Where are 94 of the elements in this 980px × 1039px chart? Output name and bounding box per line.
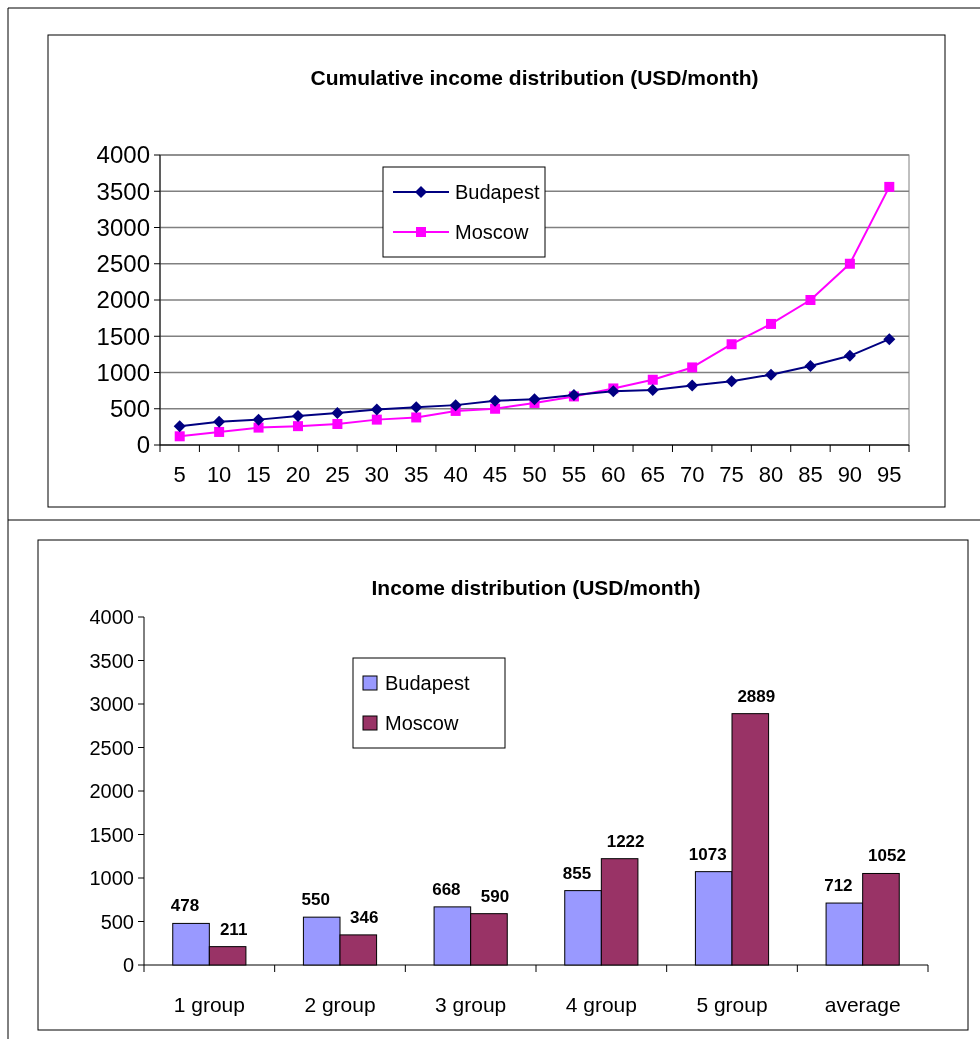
y-tick-label: 4000 [89, 606, 134, 628]
point [686, 379, 699, 392]
y-tick-label: 1000 [89, 867, 134, 889]
point [489, 394, 502, 407]
x-tick-label: average [824, 993, 901, 1016]
x-tick-label: 15 [246, 462, 271, 487]
point [884, 181, 895, 192]
y-tick-label: 500 [100, 910, 134, 933]
data-label: 668 [432, 879, 461, 899]
x-tick-label: 45 [482, 462, 508, 487]
y-tick-label: 1500 [89, 823, 134, 846]
x-tick-label: 55 [561, 462, 587, 487]
data-label: 1222 [606, 831, 645, 851]
chart-title: Income distribution (USD/month) [371, 576, 701, 599]
point [332, 418, 343, 429]
point [410, 401, 423, 414]
y-tick-label: 500 [109, 395, 150, 423]
point [765, 368, 778, 381]
point [173, 420, 186, 433]
data-label: 478 [170, 896, 200, 916]
point [291, 410, 304, 422]
point [490, 403, 501, 414]
point [174, 431, 185, 442]
y-tick-label: 1000 [96, 358, 150, 386]
point [411, 412, 422, 423]
y-tick-label: 2000 [96, 286, 150, 314]
point [844, 258, 855, 269]
legend-label: Budapest [455, 181, 540, 203]
point [252, 413, 265, 426]
x-tick-label: 30 [364, 462, 390, 487]
x-tick-label: 60 [601, 462, 626, 487]
x-tick-label: 40 [443, 462, 468, 487]
point [726, 339, 737, 350]
y-tick-label: 3000 [96, 213, 150, 241]
data-label: 1073 [688, 844, 727, 864]
y-tick-label: 0 [122, 954, 134, 976]
x-tick-label: 35 [403, 462, 429, 487]
y-tick-label: 3500 [89, 649, 134, 672]
point [804, 359, 817, 372]
data-label: 712 [824, 876, 853, 896]
x-tick-label: 5 [173, 462, 186, 487]
point [647, 374, 658, 385]
point [883, 333, 896, 346]
y-tick-label: 3500 [96, 177, 150, 205]
point [805, 295, 816, 305]
x-tick-label: 65 [640, 462, 666, 487]
x-tick-label: 70 [679, 462, 705, 487]
x-tick-label: 2 group [304, 993, 376, 1016]
x-tick-label: 50 [522, 462, 547, 487]
legend-label: Moscow [455, 221, 529, 243]
x-tick-label: 75 [719, 462, 744, 487]
chart-title: Cumulative income distribution (USD/month) [310, 66, 759, 89]
point [214, 426, 225, 437]
data-label: 590 [480, 886, 510, 906]
data-label: 855 [562, 863, 592, 883]
point [370, 403, 383, 416]
y-tick-label: 1500 [96, 322, 150, 350]
point [253, 422, 264, 433]
point [331, 407, 344, 420]
x-tick-label: 5 group [696, 993, 768, 1016]
x-tick-label: 20 [285, 462, 311, 487]
point [687, 362, 698, 373]
point [843, 349, 856, 362]
data-label: 1052 [868, 846, 906, 866]
point [213, 415, 226, 428]
point [607, 385, 620, 398]
y-tick-label: 0 [136, 431, 150, 459]
data-label: 2889 [737, 686, 776, 706]
legend-label: Budapest [385, 672, 470, 694]
data-label: 211 [219, 919, 248, 939]
legend-label: Moscow [385, 712, 459, 734]
x-tick-label: 95 [877, 462, 902, 487]
point [292, 421, 303, 432]
x-tick-label: 25 [325, 462, 350, 487]
x-tick-label: 90 [837, 462, 863, 487]
data-label: 346 [350, 907, 379, 927]
y-tick-label: 2000 [89, 780, 134, 802]
data-label: 550 [301, 890, 330, 910]
point [725, 375, 738, 388]
y-tick-label: 2500 [89, 736, 134, 759]
x-tick-label: 80 [758, 462, 784, 487]
y-tick-label: 2500 [96, 250, 150, 278]
x-tick-label: 4 group [565, 993, 637, 1016]
point [646, 383, 659, 396]
x-tick-label: 85 [798, 462, 823, 487]
y-tick-label: 4000 [96, 141, 150, 169]
y-tick-label: 3000 [89, 693, 134, 715]
point [371, 414, 382, 425]
x-tick-label: 1 group [173, 993, 245, 1016]
point [449, 399, 462, 412]
x-tick-label: 3 group [435, 993, 507, 1016]
point [528, 393, 541, 406]
x-tick-label: 10 [206, 462, 232, 487]
point [766, 318, 777, 329]
